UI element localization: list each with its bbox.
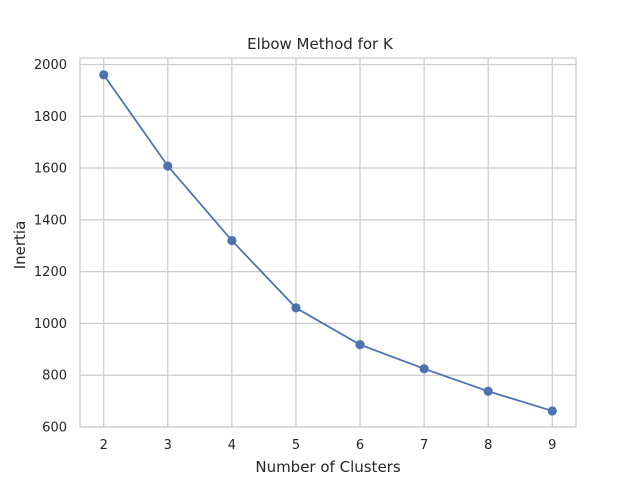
plot-area-frame: [79, 57, 577, 428]
data-point: [355, 340, 365, 350]
y-tick-label: 1600: [34, 162, 67, 177]
x-axis-label: Number of Clusters: [255, 458, 400, 476]
y-tick-label: 1400: [34, 213, 67, 228]
chart-title: Elbow Method for K: [247, 35, 394, 53]
y-axis-label: Inertia: [11, 221, 29, 270]
tick-labels: 2 3 4 5 6 7 8 9 600 800 1000 1200 1400 1600 1800 2000: [34, 58, 557, 453]
series-line: [102, 74, 553, 412]
data-point: [227, 235, 237, 246]
x-tick-label: 4: [228, 438, 236, 453]
x-tick-label: 7: [420, 438, 428, 453]
data-point: [419, 364, 429, 374]
x-tick-label: 6: [356, 438, 364, 453]
y-tick-label: 600: [42, 421, 67, 436]
data-point: [163, 161, 173, 171]
y-tick-label: 2000: [34, 58, 67, 73]
x-tick-label: 8: [484, 438, 492, 453]
data-point: [291, 303, 301, 313]
y-tick-label: 1200: [34, 265, 67, 280]
y-tick-label: 1800: [34, 110, 67, 125]
data-point: [547, 406, 557, 416]
x-tick-label: 2: [100, 438, 108, 453]
x-tick-label: 3: [164, 438, 172, 453]
data-point: [99, 70, 109, 80]
y-tick-label: 1000: [34, 317, 67, 332]
x-tick-label: 5: [292, 438, 300, 453]
series-layer: [99, 70, 557, 416]
y-tick-label: 800: [42, 369, 67, 384]
x-tick-label: 9: [548, 438, 556, 453]
data-point: [483, 386, 493, 396]
